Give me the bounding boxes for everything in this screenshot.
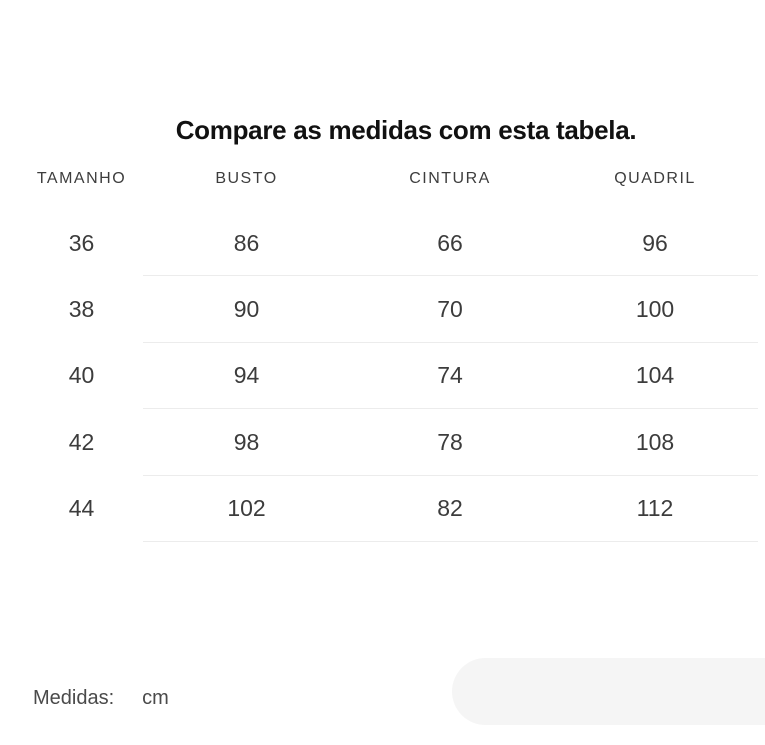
cell-waist: 66 [437, 229, 463, 256]
cell-bust: 98 [233, 428, 260, 455]
cell-size: 40 [68, 362, 95, 389]
cell-bust: 102 [227, 495, 266, 522]
cell-hip: 96 [642, 229, 668, 256]
column-header-busto: BUSTO [215, 170, 278, 187]
table-row: 38 90 70 100 [0, 276, 758, 344]
cell-size: 42 [68, 428, 95, 455]
column-header-tamanho: TAMANHO [36, 170, 127, 187]
cell-size: 44 [68, 495, 95, 522]
measurements-label: Medidas: [33, 687, 115, 709]
column-header-cintura: CINTURA [409, 170, 491, 187]
table-row: 44 102 82 112 [0, 476, 758, 543]
cell-hip: 108 [635, 428, 675, 455]
unit-option-cm[interactable]: cm [142, 687, 169, 709]
size-table: TAMANHO BUSTO CINTURA QUADRIL 36 86 66 9… [0, 163, 758, 543]
cell-waist: 82 [437, 495, 463, 522]
cell-hip: 112 [636, 495, 674, 522]
table-row: 40 94 74 104 [0, 343, 758, 410]
cell-hip: 100 [635, 296, 675, 323]
table-header-row: TAMANHO BUSTO CINTURA QUADRIL [0, 163, 740, 210]
cell-hip: 104 [635, 362, 675, 389]
column-header-quadril: QUADRIL [614, 170, 696, 187]
cell-size: 36 [68, 229, 95, 256]
page-title: Compare as medidas com esta tabela. [175, 115, 637, 145]
cell-bust: 90 [233, 296, 260, 323]
table-row: 36 86 66 96 [0, 210, 758, 277]
cell-waist: 78 [437, 428, 463, 455]
table-row: 42 98 78 108 [0, 409, 758, 476]
cell-waist: 70 [437, 296, 463, 323]
cell-bust: 94 [233, 362, 260, 389]
cell-size: 38 [68, 296, 95, 323]
cell-bust: 86 [233, 229, 260, 256]
clipped-pill-shape [452, 658, 765, 725]
cell-waist: 74 [437, 362, 463, 389]
measurements-footer: Medidas: cm [33, 686, 169, 710]
